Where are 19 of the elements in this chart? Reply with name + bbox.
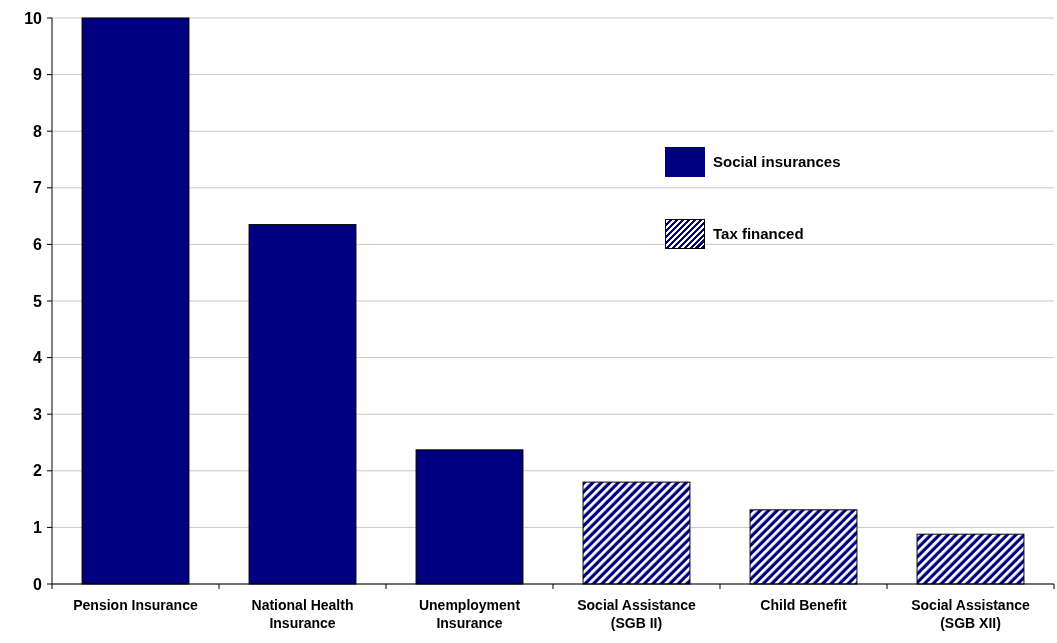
y-tick-label: 7 [33,179,43,197]
x-tick-label: Pension Insurance [73,597,198,613]
y-tick-label: 9 [33,66,43,84]
y-tick-label: 6 [33,236,43,253]
y-tick-label: 4 [33,349,43,367]
y-tick-label: 10 [24,9,43,27]
x-tick-label: Child Benefit [760,597,847,613]
y-tick-label: 3 [33,405,43,423]
x-tick-label: Social Assistance (SGB II) [577,597,696,631]
y-tick-label: 5 [33,292,43,310]
x-tick-label: Unemployment Insurance [418,597,521,631]
legend-label: Tax financed [713,225,804,242]
y-tick-label: 2 [33,462,43,480]
x-tick-label: Social Assistance (SGB XII) [911,597,1030,631]
y-tick-label: 0 [33,575,43,593]
legend-label: Social insurances [713,153,841,170]
x-tick-label: National Health Insurance [251,597,354,631]
y-tick-label: 8 [33,122,43,140]
y-tick-label: 1 [33,519,43,536]
